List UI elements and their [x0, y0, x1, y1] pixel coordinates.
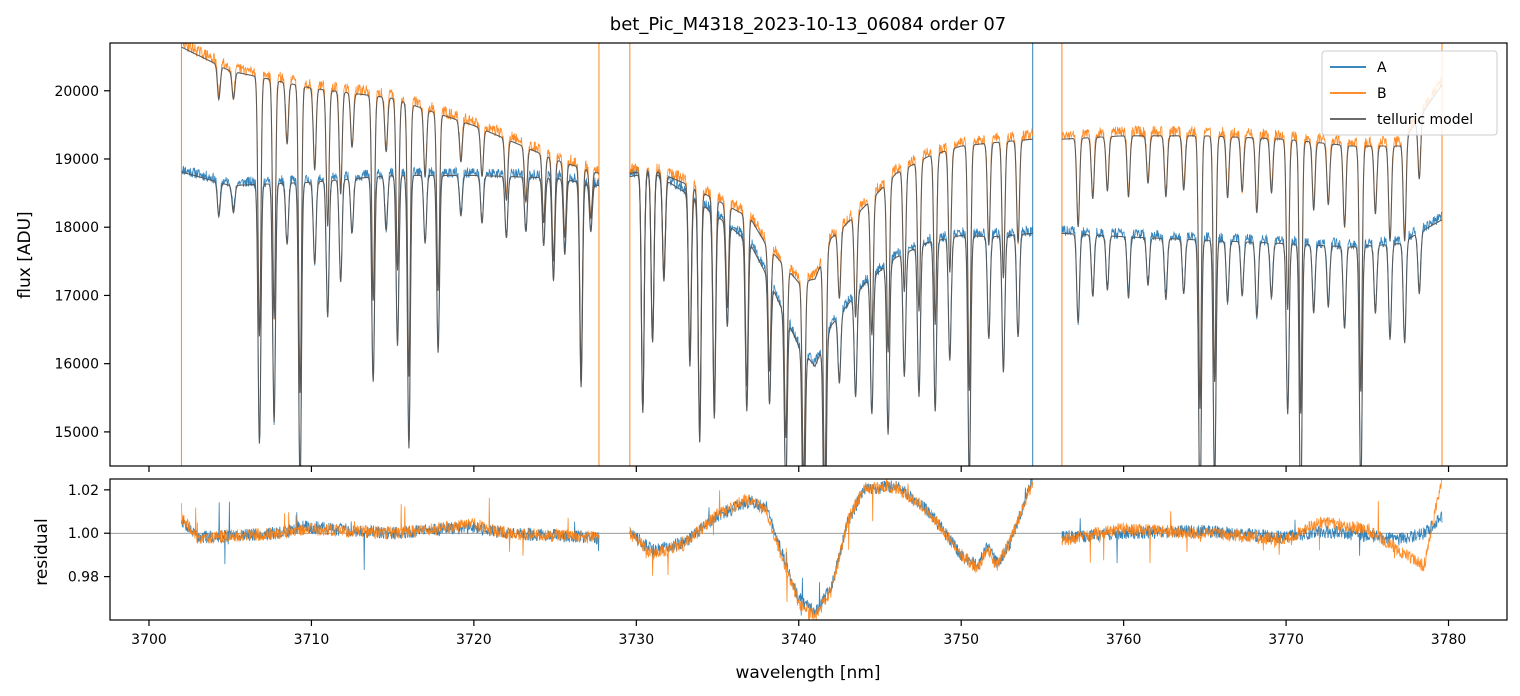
- series-a-residual: [181, 479, 1443, 616]
- flux-y-tick-label: 19000: [54, 152, 99, 168]
- telluric-model-b: [181, 46, 1443, 466]
- residual-x-tick-label: 3750: [943, 632, 979, 648]
- residual-x-tick-label: 3710: [294, 632, 330, 648]
- flux-axis-label: flux [ADU]: [15, 211, 35, 298]
- residual-x-tick-label: 3730: [618, 632, 654, 648]
- residual-x-tick-label: 3780: [1431, 632, 1467, 648]
- series-b-flux: [181, 43, 1443, 466]
- wavelength-axis-label: wavelength [nm]: [735, 663, 880, 683]
- residual-x-tick-label: 3740: [781, 632, 817, 648]
- flux-y-tick-label: 18000: [54, 220, 99, 236]
- legend-box: [1321, 50, 1498, 136]
- residual-panel-frame: [109, 478, 1508, 621]
- series-b-residual: [181, 479, 1442, 620]
- residual-y-tick-label: 1.00: [68, 526, 99, 542]
- telluric-model-a: [181, 171, 1443, 466]
- residual-x-tick-label: 3700: [131, 632, 167, 648]
- flux-y-tick-label: 20000: [54, 84, 99, 100]
- residual-y-tick-label: 0.98: [68, 570, 99, 586]
- flux-panel-frame: [109, 42, 1508, 467]
- flux-y-tick-label: 15000: [54, 425, 99, 441]
- legend-label-telluric: telluric model: [1377, 112, 1473, 128]
- flux-panel: 15000 16000 17000 18000 19000 20000 flux [ADU…: [15, 42, 1508, 472]
- residual-y-tick-label: 1.02: [68, 483, 99, 499]
- legend-label-a: A: [1377, 60, 1387, 76]
- residual-axis-label: residual: [32, 518, 52, 585]
- residual-x-tick-label: 3760: [1106, 632, 1142, 648]
- plot-title: bet_Pic_M4318_2023-10-13_06084 order 07: [610, 14, 1006, 35]
- residual-x-tick-label: 3770: [1268, 632, 1304, 648]
- flux-y-tick-label: 17000: [54, 288, 99, 304]
- flux-y-tick-label: 16000: [54, 357, 99, 373]
- legend: A B telluric model: [1321, 50, 1498, 136]
- residual-panel: 3700 3710 3720 3730 3740 3750 3760 3770 3780 0.9…: [32, 478, 1508, 683]
- legend-label-b: B: [1377, 86, 1387, 102]
- residual-x-tick-label: 3720: [456, 632, 492, 648]
